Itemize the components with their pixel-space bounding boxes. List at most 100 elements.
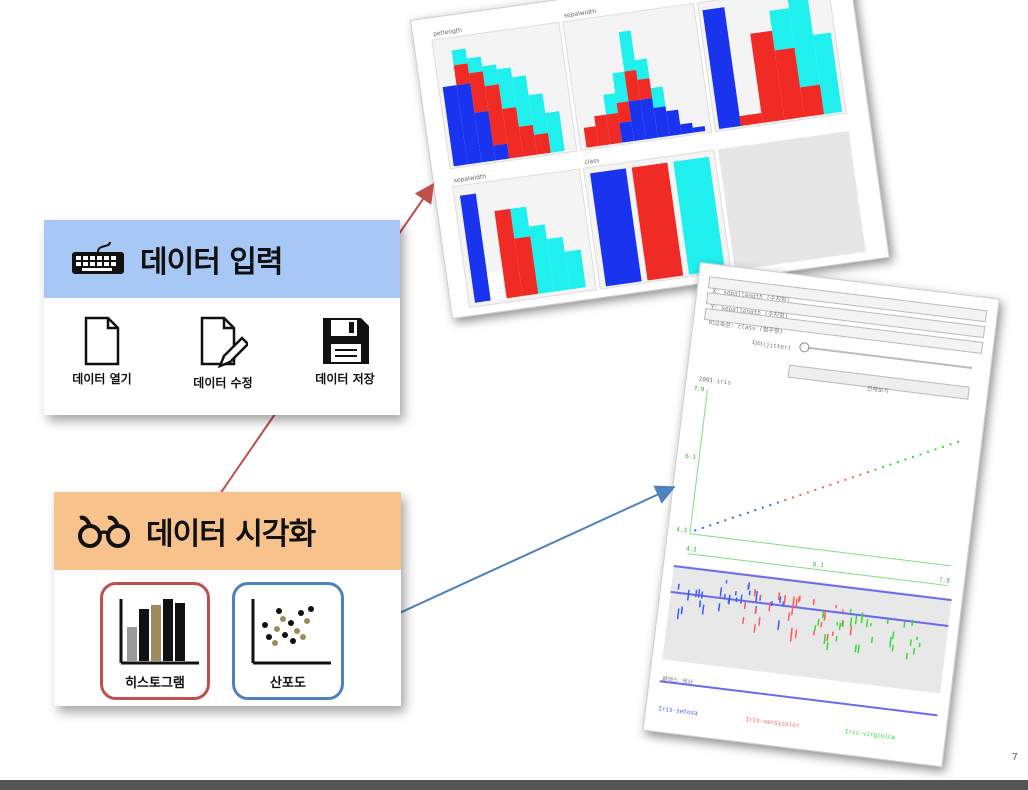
strip-mark: [905, 652, 908, 660]
strip-mark: [783, 594, 787, 606]
strip-mark: [770, 601, 773, 607]
scatter-point: [761, 506, 764, 509]
open-data-button[interactable]: 데이터 열기: [62, 316, 142, 387]
scatter-point: [701, 526, 704, 530]
strip-mark: [849, 617, 853, 627]
scatter-label: 산포도: [270, 676, 306, 691]
scatter-point: [919, 453, 922, 456]
data-viz-panel: 데이터 시각화 히스토그램 산포도: [54, 492, 401, 706]
scatter-point: [956, 440, 960, 443]
strip-mark: [754, 607, 757, 614]
scatter-point: [709, 524, 712, 527]
strip-mark: [835, 635, 838, 642]
strip-mark: [777, 592, 781, 601]
strip-mark: [739, 594, 743, 604]
strip-mark: [717, 603, 721, 612]
strip-mark: [909, 639, 912, 646]
scatter-point: [724, 519, 727, 522]
scatter-point: [791, 496, 794, 499]
scatter-point: [836, 481, 840, 484]
strip-mark: [735, 597, 738, 602]
scatter-plot: [687, 389, 960, 587]
edit-data-button[interactable]: 데이터 수정: [178, 316, 268, 391]
strip-mark: [794, 629, 798, 639]
scatter-points: [694, 440, 960, 532]
histogram-grid: petlength sepalwidth: [431, 0, 866, 309]
data-input-title: 데이터 입력: [140, 245, 283, 280]
scatter-point: [799, 493, 802, 497]
strip-mark: [841, 621, 845, 627]
scatter-point: [896, 460, 900, 464]
scatter-point: [844, 478, 847, 481]
histogram-label: 히스토그램: [125, 676, 185, 691]
edit-data-label: 데이터 수정: [193, 376, 253, 390]
strip-mark: [826, 633, 829, 642]
scatter-point: [866, 471, 870, 474]
bar-chart-icon: [119, 599, 199, 665]
strip-mark: [865, 619, 869, 628]
strip-mark: [912, 648, 916, 655]
strip-mark: [787, 612, 791, 622]
scatter-point: [934, 448, 937, 451]
strip-mark: [869, 623, 872, 627]
hist-cell-label-2: sepalwidth: [563, 8, 596, 19]
strip-mark: [835, 604, 838, 609]
strip-mark: [886, 619, 889, 624]
scatter-point: [881, 465, 885, 469]
strip-mark: [903, 621, 906, 628]
bottom-bar: [0, 780, 1028, 790]
scatter-sheet: X: sepallength (수치형) Y: sepallength (수치형…: [642, 262, 1000, 768]
file-icon: [84, 316, 120, 366]
save-data-button[interactable]: 데이터 저장: [300, 316, 390, 387]
strip-mark: [676, 608, 680, 620]
floppy-disk-icon: [323, 318, 369, 364]
strip-mark: [686, 589, 690, 601]
scatter-point: [694, 529, 697, 532]
histogram-button[interactable]: 히스토그램: [100, 582, 210, 700]
strip-mark: [860, 612, 864, 624]
scatter-point: [821, 486, 824, 489]
strip-mark: [725, 580, 728, 584]
strip-mark: [758, 617, 761, 626]
keyboard-icon: [72, 242, 124, 274]
strip-mark: [911, 619, 914, 627]
strip-mark: [700, 591, 704, 599]
scatter-point: [941, 445, 945, 448]
scatter-point: [739, 514, 742, 517]
scatter-point: [949, 443, 952, 446]
strip-mark: [782, 601, 785, 607]
strip-mark: [795, 598, 798, 608]
strip-mark: [798, 596, 801, 603]
strip-mark: [889, 636, 892, 648]
strip-mark: [680, 608, 683, 614]
glasses-icon: [78, 515, 130, 548]
strip-mark: [836, 621, 839, 626]
scatter-point: [904, 458, 907, 461]
strip-mark: [677, 583, 680, 590]
strip-mark: [812, 598, 815, 606]
strip-mark: [779, 596, 782, 603]
strip-mark: [759, 595, 762, 599]
scatter-point: [859, 473, 862, 476]
strip-mark: [743, 601, 747, 610]
file-edit-icon: [200, 316, 248, 369]
strip-mark: [812, 630, 816, 636]
strip-mark: [748, 590, 751, 596]
strip-mark: [814, 625, 817, 631]
strip-mark: [849, 608, 852, 613]
scatter-point: [746, 511, 749, 514]
strip-mark: [831, 631, 834, 636]
scatter-button[interactable]: 산포도: [232, 582, 344, 700]
strip-mark: [823, 634, 827, 645]
strip-mark: [768, 601, 771, 612]
class-strip-plot: [659, 564, 952, 717]
strip-mark: [792, 596, 795, 608]
strip-mark: [841, 609, 844, 613]
strip-mark: [822, 612, 825, 618]
histogram-sheet: petlength sepalwidth: [410, 0, 890, 320]
strip-mark: [789, 631, 793, 642]
strip-mark: [728, 594, 731, 605]
scatter-point: [889, 463, 892, 466]
strip-mark: [753, 590, 756, 596]
hist-cell-label-4: sepalwidth: [453, 173, 486, 184]
